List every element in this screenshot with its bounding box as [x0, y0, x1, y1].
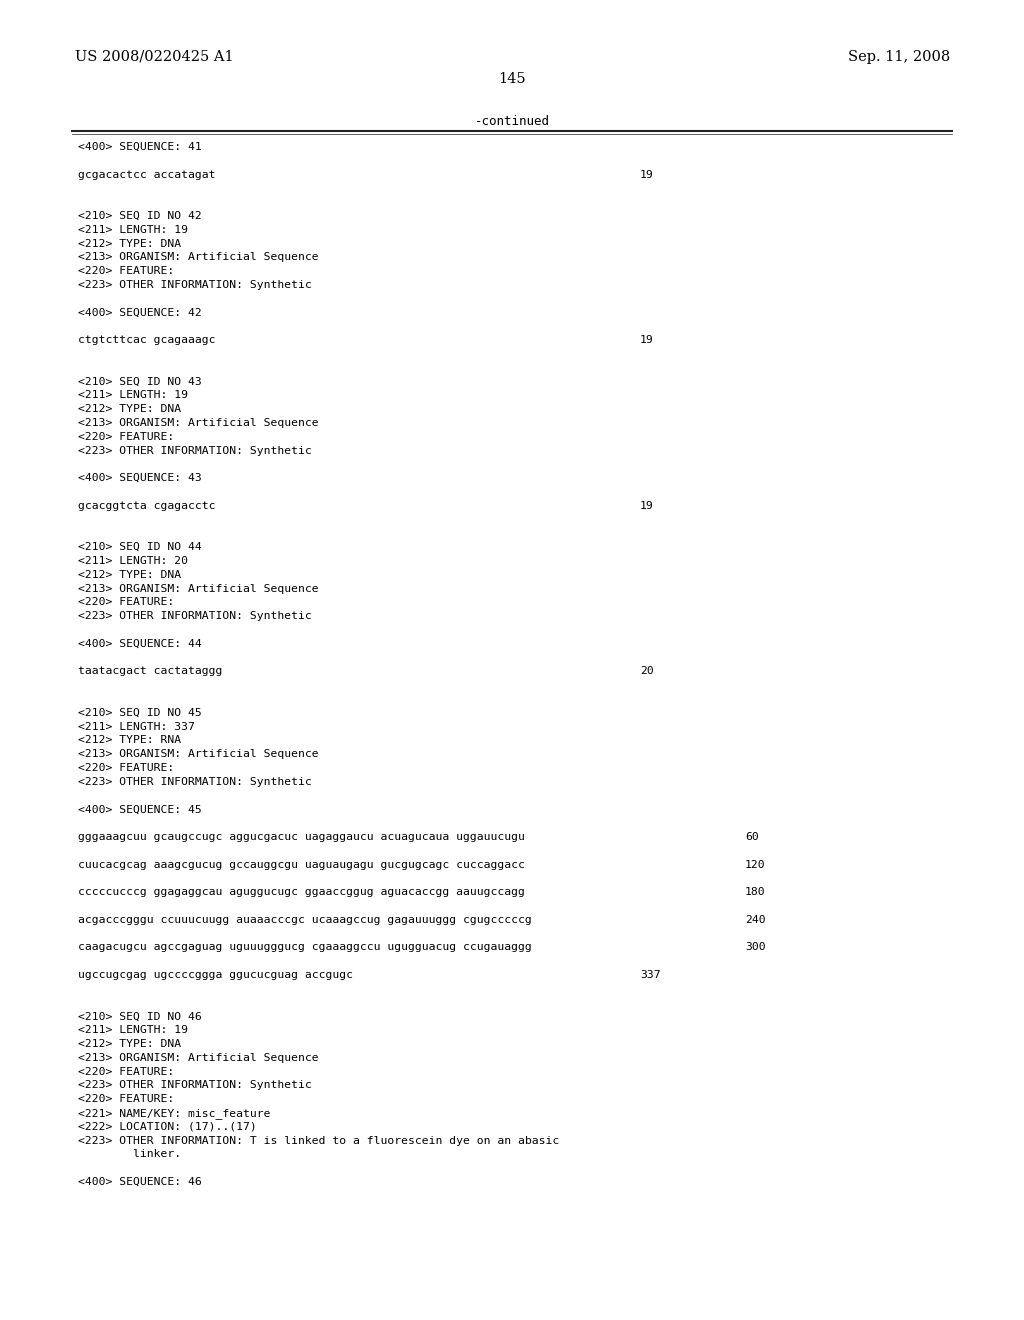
Text: <211> LENGTH: 20: <211> LENGTH: 20: [78, 556, 188, 566]
Text: <210> SEQ ID NO 44: <210> SEQ ID NO 44: [78, 543, 202, 552]
Text: <223> OTHER INFORMATION: T is linked to a fluorescein dye on an abasic: <223> OTHER INFORMATION: T is linked to …: [78, 1135, 559, 1146]
Text: <220> FEATURE:: <220> FEATURE:: [78, 432, 174, 442]
Text: gggaaagcuu gcaugccugc aggucgacuc uagaggaucu acuagucaua uggauucugu: gggaaagcuu gcaugccugc aggucgacuc uagagga…: [78, 832, 525, 842]
Text: <400> SEQUENCE: 41: <400> SEQUENCE: 41: [78, 143, 202, 152]
Text: 145: 145: [499, 73, 525, 86]
Text: 240: 240: [745, 915, 766, 925]
Text: <213> ORGANISM: Artificial Sequence: <213> ORGANISM: Artificial Sequence: [78, 583, 318, 594]
Text: <221> NAME/KEY: misc_feature: <221> NAME/KEY: misc_feature: [78, 1107, 270, 1119]
Text: <223> OTHER INFORMATION: Synthetic: <223> OTHER INFORMATION: Synthetic: [78, 611, 311, 622]
Text: <213> ORGANISM: Artificial Sequence: <213> ORGANISM: Artificial Sequence: [78, 1053, 318, 1063]
Text: <220> FEATURE:: <220> FEATURE:: [78, 598, 174, 607]
Text: <210> SEQ ID NO 43: <210> SEQ ID NO 43: [78, 376, 202, 387]
Text: <210> SEQ ID NO 45: <210> SEQ ID NO 45: [78, 708, 202, 718]
Text: 120: 120: [745, 859, 766, 870]
Text: cccccucccg ggagaggcau aguggucugc ggaaccggug aguacaccgg aauugccagg: cccccucccg ggagaggcau aguggucugc ggaaccg…: [78, 887, 525, 898]
Text: <212> TYPE: DNA: <212> TYPE: DNA: [78, 404, 181, 414]
Text: <400> SEQUENCE: 45: <400> SEQUENCE: 45: [78, 804, 202, 814]
Text: <213> ORGANISM: Artificial Sequence: <213> ORGANISM: Artificial Sequence: [78, 750, 318, 759]
Text: <212> TYPE: DNA: <212> TYPE: DNA: [78, 1039, 181, 1049]
Text: Sep. 11, 2008: Sep. 11, 2008: [848, 50, 950, 63]
Text: <210> SEQ ID NO 42: <210> SEQ ID NO 42: [78, 211, 202, 220]
Text: 20: 20: [640, 667, 653, 676]
Text: 60: 60: [745, 832, 759, 842]
Text: 19: 19: [640, 169, 653, 180]
Text: <212> TYPE: DNA: <212> TYPE: DNA: [78, 239, 181, 248]
Text: <400> SEQUENCE: 44: <400> SEQUENCE: 44: [78, 639, 202, 649]
Text: <220> FEATURE:: <220> FEATURE:: [78, 763, 174, 774]
Text: ctgtcttcac gcagaaagc: ctgtcttcac gcagaaagc: [78, 335, 215, 346]
Text: <211> LENGTH: 19: <211> LENGTH: 19: [78, 1026, 188, 1035]
Text: 19: 19: [640, 335, 653, 346]
Text: 337: 337: [640, 970, 660, 979]
Text: <220> FEATURE:: <220> FEATURE:: [78, 1094, 174, 1105]
Text: 180: 180: [745, 887, 766, 898]
Text: <213> ORGANISM: Artificial Sequence: <213> ORGANISM: Artificial Sequence: [78, 252, 318, 263]
Text: <210> SEQ ID NO 46: <210> SEQ ID NO 46: [78, 1011, 202, 1022]
Text: 19: 19: [640, 500, 653, 511]
Text: <400> SEQUENCE: 46: <400> SEQUENCE: 46: [78, 1177, 202, 1187]
Text: <220> FEATURE:: <220> FEATURE:: [78, 267, 174, 276]
Text: ugccugcgag ugccccggga ggucucguag accgugc: ugccugcgag ugccccggga ggucucguag accgugc: [78, 970, 353, 979]
Text: cuucacgcag aaagcgucug gccauggcgu uaguaugagu gucgugcagc cuccaggacc: cuucacgcag aaagcgucug gccauggcgu uaguaug…: [78, 859, 525, 870]
Text: <223> OTHER INFORMATION: Synthetic: <223> OTHER INFORMATION: Synthetic: [78, 280, 311, 290]
Text: caagacugcu agccgaguag uguuugggucg cgaaaggccu ugugguacug ccugauaggg: caagacugcu agccgaguag uguuugggucg cgaaag…: [78, 942, 531, 953]
Text: <400> SEQUENCE: 42: <400> SEQUENCE: 42: [78, 308, 202, 318]
Text: -continued: -continued: [474, 115, 550, 128]
Text: <213> ORGANISM: Artificial Sequence: <213> ORGANISM: Artificial Sequence: [78, 418, 318, 428]
Text: <223> OTHER INFORMATION: Synthetic: <223> OTHER INFORMATION: Synthetic: [78, 1080, 311, 1090]
Text: taatacgact cactataggg: taatacgact cactataggg: [78, 667, 222, 676]
Text: US 2008/0220425 A1: US 2008/0220425 A1: [75, 50, 233, 63]
Text: linker.: linker.: [78, 1150, 181, 1159]
Text: 300: 300: [745, 942, 766, 953]
Text: <212> TYPE: DNA: <212> TYPE: DNA: [78, 570, 181, 579]
Text: acgacccgggu ccuuucuugg auaaacccgc ucaaagccug gagauuuggg cgugcccccg: acgacccgggu ccuuucuugg auaaacccgc ucaaag…: [78, 915, 531, 925]
Text: <211> LENGTH: 19: <211> LENGTH: 19: [78, 391, 188, 400]
Text: <211> LENGTH: 337: <211> LENGTH: 337: [78, 722, 195, 731]
Text: <223> OTHER INFORMATION: Synthetic: <223> OTHER INFORMATION: Synthetic: [78, 776, 311, 787]
Text: <212> TYPE: RNA: <212> TYPE: RNA: [78, 735, 181, 746]
Text: <223> OTHER INFORMATION: Synthetic: <223> OTHER INFORMATION: Synthetic: [78, 446, 311, 455]
Text: <222> LOCATION: (17)..(17): <222> LOCATION: (17)..(17): [78, 1122, 257, 1131]
Text: gcacggtcta cgagacctc: gcacggtcta cgagacctc: [78, 500, 215, 511]
Text: <400> SEQUENCE: 43: <400> SEQUENCE: 43: [78, 473, 202, 483]
Text: gcgacactcc accatagat: gcgacactcc accatagat: [78, 169, 215, 180]
Text: <220> FEATURE:: <220> FEATURE:: [78, 1067, 174, 1077]
Text: <211> LENGTH: 19: <211> LENGTH: 19: [78, 224, 188, 235]
